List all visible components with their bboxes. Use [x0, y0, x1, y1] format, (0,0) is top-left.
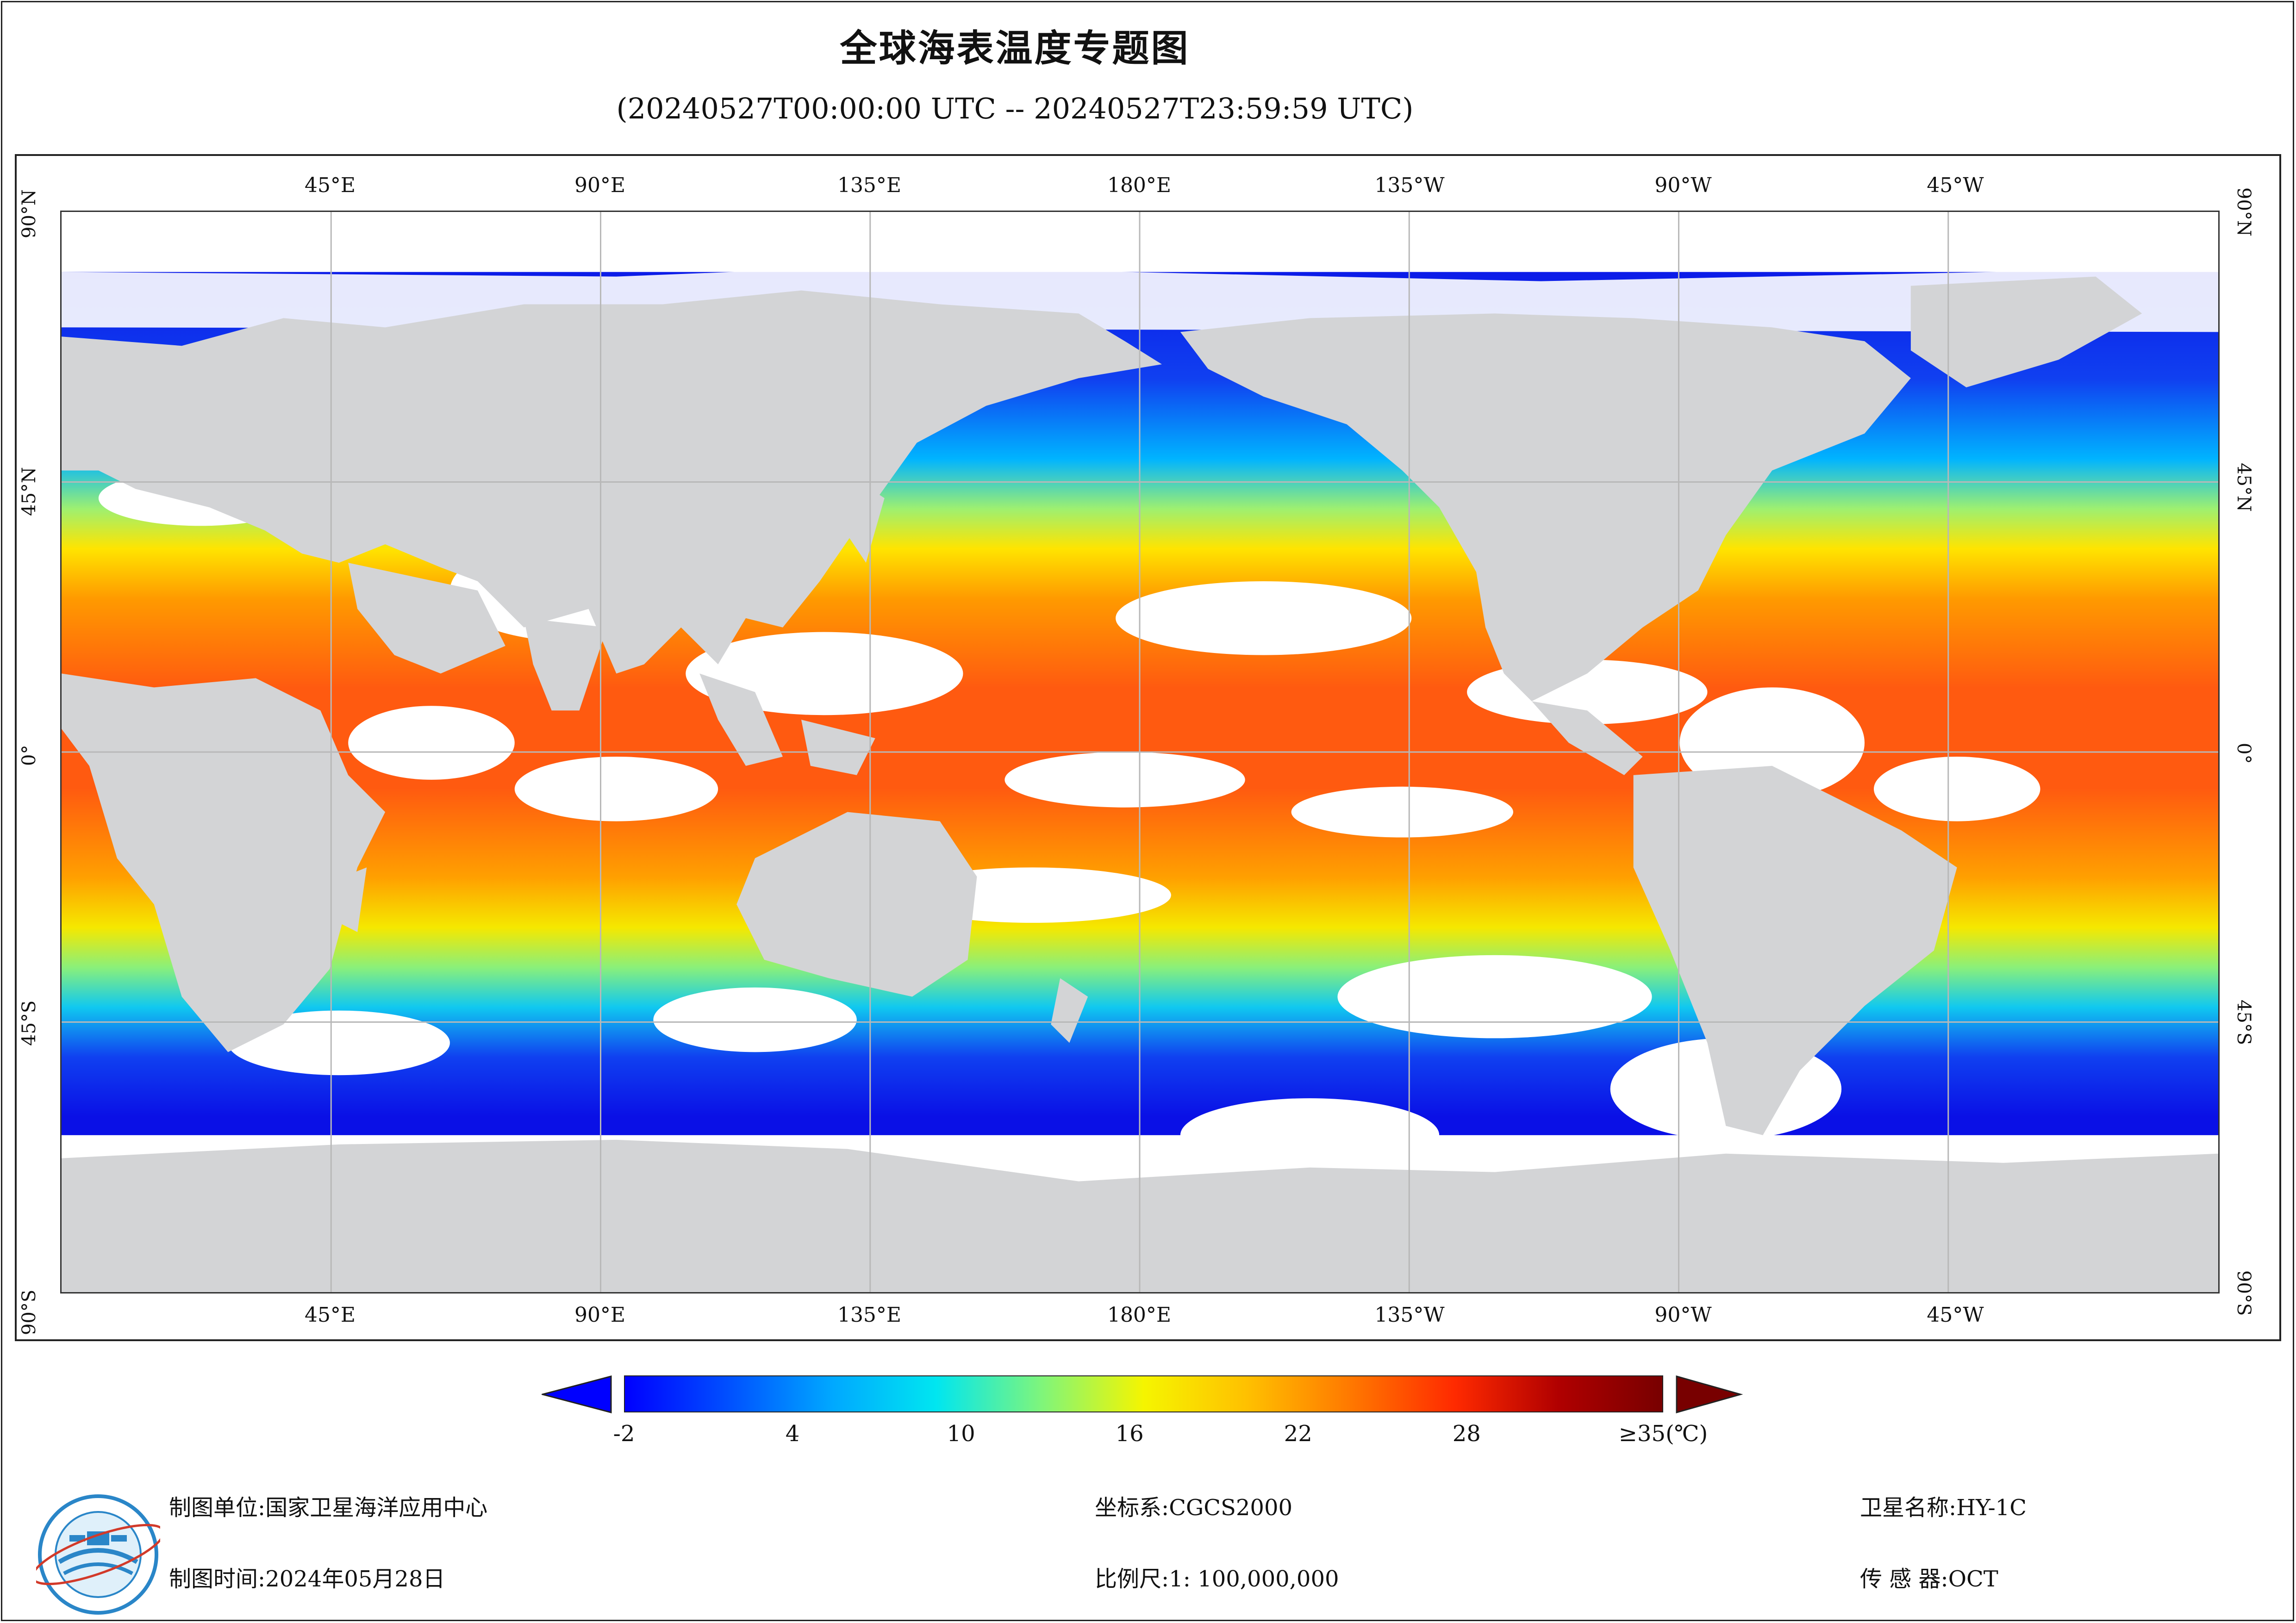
scale-label: 比例尺:: [1095, 1566, 1169, 1592]
lon-label-bottom: 90°E: [574, 1303, 626, 1327]
crs-value: CGCS2000: [1169, 1495, 1293, 1521]
lat-label-right: 90°S: [2233, 1270, 2254, 1316]
map-unit-value: 国家卫星海洋应用中心: [265, 1495, 488, 1521]
lon-label-top: 135°W: [1374, 174, 1445, 197]
sst-map-svg: [62, 212, 2218, 1292]
map-date-label: 制图时间:: [169, 1566, 266, 1592]
nsoas-logo-icon: [36, 1494, 160, 1615]
colorbar-max-arrow: [1676, 1375, 1743, 1413]
scale-value: 1: 100,000,000: [1169, 1566, 1339, 1592]
map-title: 全球海表温度专题图: [840, 27, 1190, 70]
lon-label-bottom: 45°W: [1927, 1303, 1984, 1327]
colorbar-tick: 4: [785, 1421, 800, 1447]
map-unit: 制图单位:国家卫星海洋应用中心: [169, 1489, 487, 1522]
lon-label-top: 135°E: [837, 174, 902, 197]
lon-label-top: 45°W: [1927, 174, 1984, 197]
lon-label-top: 180°E: [1107, 174, 1172, 197]
lon-label-top: 90°E: [574, 174, 626, 197]
sensor-value: OCT: [1948, 1566, 1998, 1592]
satellite-value: HY-1C: [1956, 1495, 2027, 1521]
lon-label-top: 45°E: [304, 174, 356, 197]
map-scale: 比例尺:1: 100,000,000: [1095, 1561, 1339, 1593]
map-date-value: 2024年05月28日: [265, 1566, 445, 1592]
lat-label-left: 45°S: [19, 1000, 40, 1046]
lat-label-left: 90°S: [19, 1289, 40, 1335]
colorbar-tick: 16: [1115, 1421, 1144, 1447]
lon-label-bottom: 45°E: [304, 1303, 356, 1327]
colorbar-tick: 28: [1452, 1421, 1481, 1447]
map-frame: [15, 154, 2281, 1341]
lat-label-left: 90°N: [19, 189, 40, 238]
time-range-subtitle: (20240527T00:00:00 UTC -- 20240527T23:59…: [616, 92, 1414, 125]
coordinate-system: 坐标系:CGCS2000: [1095, 1489, 1292, 1522]
lat-label-left: 45°N: [19, 467, 40, 516]
colorbar-tick: 22: [1284, 1421, 1312, 1447]
colorbar-tick: 10: [947, 1421, 975, 1447]
satellite-label: 卫星名称:: [1860, 1495, 1957, 1521]
lon-label-bottom: 135°E: [837, 1303, 902, 1327]
map-unit-label: 制图单位:: [169, 1495, 266, 1521]
colorbar-tick: ≥35(℃): [1618, 1421, 1708, 1447]
sst-map: [60, 211, 2220, 1293]
lon-label-bottom: 90°W: [1654, 1303, 1712, 1327]
map-date: 制图时间:2024年05月28日: [169, 1561, 445, 1593]
lon-label-top: 90°W: [1654, 174, 1712, 197]
colorbar-min-arrow: [542, 1375, 612, 1413]
satellite-name: 卫星名称:HY-1C: [1860, 1489, 2027, 1522]
sensor-label: 传 感 器:: [1860, 1566, 1948, 1592]
sensor-name: 传 感 器:OCT: [1860, 1561, 1998, 1593]
lon-label-bottom: 135°W: [1374, 1303, 1445, 1327]
lon-label-bottom: 180°E: [1107, 1303, 1172, 1327]
colorbar-tick: -2: [613, 1421, 635, 1447]
lat-label-right: 0°: [2233, 743, 2254, 764]
lat-label-left: 0°: [19, 745, 40, 766]
crs-label: 坐标系:: [1095, 1495, 1169, 1521]
lat-label-right: 45°S: [2233, 1000, 2254, 1045]
lat-label-right: 90°N: [2233, 187, 2254, 236]
colorbar: [624, 1375, 1663, 1412]
graticule: [62, 212, 2218, 1292]
lat-label-right: 45°N: [2233, 463, 2254, 512]
